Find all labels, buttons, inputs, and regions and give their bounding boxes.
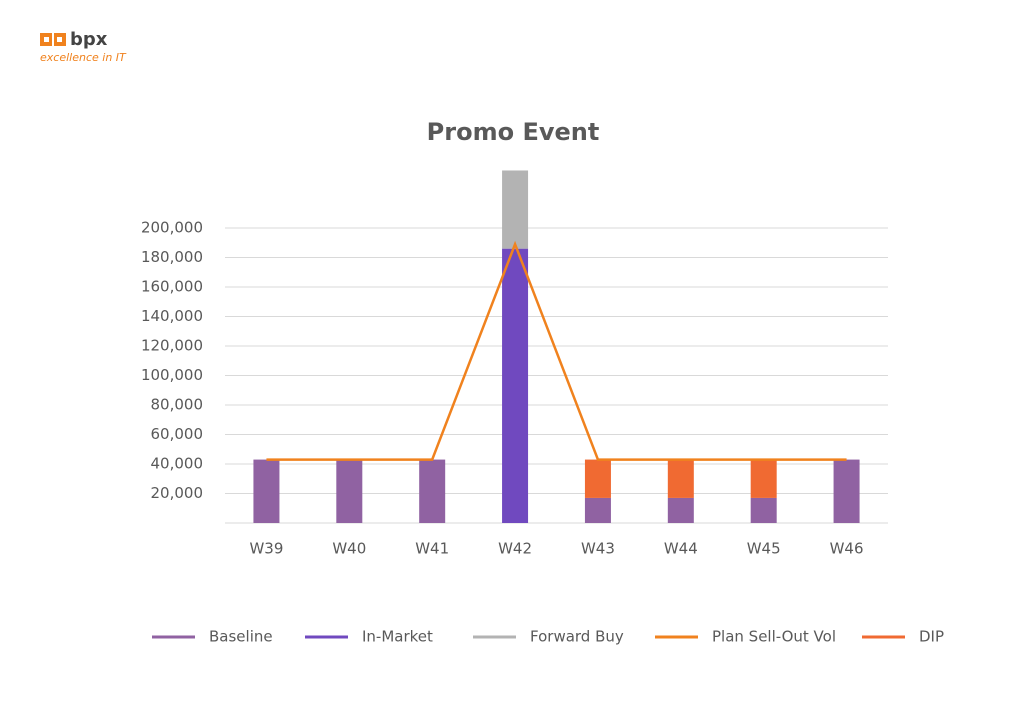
bar-segment xyxy=(584,497,611,523)
legend-label: DIP xyxy=(919,628,944,646)
bar-segment xyxy=(750,459,777,498)
x-tick-label: W42 xyxy=(498,540,532,558)
x-tick-label: W46 xyxy=(830,540,864,558)
bar-segment xyxy=(833,459,860,523)
y-tick-label: 120,000 xyxy=(141,337,203,355)
x-tick-label: W44 xyxy=(664,540,698,558)
y-tick-label: 60,000 xyxy=(151,425,204,443)
y-tick-label: 40,000 xyxy=(151,455,204,473)
legend-label: Baseline xyxy=(209,628,273,646)
logo-tagline: excellence in IT xyxy=(40,51,127,64)
y-tick-label: 20,000 xyxy=(151,484,204,502)
bar-segment xyxy=(502,170,529,249)
logo-icon xyxy=(57,37,62,42)
bar-segment xyxy=(336,459,363,523)
legend-label: Forward Buy xyxy=(530,628,624,646)
x-tick-label: W40 xyxy=(332,540,366,558)
y-tick-label: 180,000 xyxy=(141,248,203,266)
line-series xyxy=(266,240,847,461)
chart-title: Promo Event xyxy=(427,118,600,146)
x-tick-label: W43 xyxy=(581,540,615,558)
legend-label: In-Market xyxy=(362,628,433,646)
y-tick-label: 160,000 xyxy=(141,278,203,296)
y-tick-label: 140,000 xyxy=(141,307,203,325)
bar-segment xyxy=(419,459,446,523)
legend-label: Plan Sell-Out Vol xyxy=(712,628,836,646)
x-tick-label: W39 xyxy=(249,540,283,558)
logo: bpx excellence in IT xyxy=(40,29,127,64)
bar-segment xyxy=(584,459,611,498)
bar-segment xyxy=(502,248,529,523)
bar-segment xyxy=(667,497,694,523)
x-tick-label: W45 xyxy=(747,540,781,558)
bar-segment xyxy=(750,497,777,523)
logo-name: bpx xyxy=(70,29,108,50)
bar-segment xyxy=(253,459,280,523)
y-tick-label: 80,000 xyxy=(151,396,204,414)
y-tick-label: 200,000 xyxy=(141,219,203,237)
y-tick-label: 100,000 xyxy=(141,366,203,384)
bar-segment xyxy=(667,459,694,498)
logo-icon xyxy=(44,37,49,42)
x-tick-label: W41 xyxy=(415,540,449,558)
